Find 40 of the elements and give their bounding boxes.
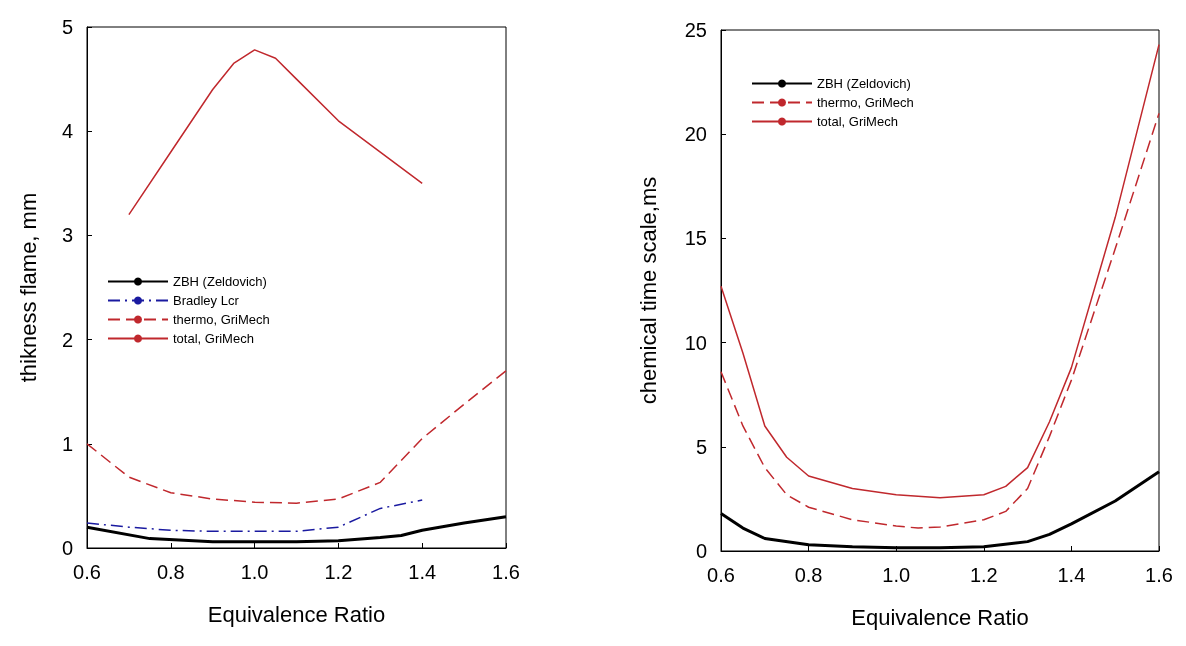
line-series — [720, 112, 1160, 529]
x-axis-title: Equivalence Ratio — [851, 604, 1029, 630]
x-tick-label: 1.2 — [969, 564, 998, 586]
line-series — [86, 370, 507, 504]
legend-label: ZBH (Zeldovich) — [173, 274, 267, 289]
y-tick-label: 5 — [61, 16, 73, 38]
legend-label: thermo, GriMech — [173, 312, 270, 327]
y-tick-label: 2 — [61, 328, 73, 351]
line-series — [128, 49, 423, 216]
y-tick-label: 0 — [61, 537, 73, 559]
x-axis-title: Equivalence Ratio — [207, 601, 386, 627]
x-tick-label: 1.0 — [882, 564, 911, 586]
y-tick-label: 20 — [684, 123, 707, 146]
x-tick-label: 0.6 — [707, 564, 735, 586]
x-tick-label: 1.0 — [240, 561, 269, 583]
legend-label: total, GriMech — [173, 331, 254, 346]
y-axis-title: chemical time scale,ms — [635, 176, 661, 405]
legend-label: total, GriMech — [817, 114, 898, 129]
y-axis-title: thikness flame, mm — [15, 192, 41, 383]
x-tick-label: 1.4 — [1057, 564, 1086, 586]
x-tick-label: 1.6 — [492, 561, 520, 583]
x-tick-label: 1.2 — [324, 561, 353, 583]
y-tick-label: 25 — [684, 19, 707, 41]
y-tick-label: 4 — [61, 120, 73, 143]
x-tick-label: 1.4 — [408, 561, 437, 583]
legend-label: thermo, GriMech — [817, 95, 914, 110]
x-tick-label: 1.6 — [1145, 564, 1173, 586]
legend-label: ZBH (Zeldovich) — [817, 76, 911, 91]
line-series — [720, 43, 1160, 499]
x-tick-label: 0.8 — [794, 564, 823, 586]
y-tick-label: 15 — [684, 227, 707, 250]
y-tick-label: 3 — [61, 224, 73, 247]
y-tick-label: 10 — [684, 331, 707, 354]
x-tick-label: 0.8 — [156, 561, 185, 583]
y-tick-label: 5 — [695, 435, 707, 458]
x-tick-label: 0.6 — [73, 561, 101, 583]
y-tick-label: 0 — [695, 540, 707, 562]
y-tick-label: 1 — [61, 432, 73, 455]
legend-label: Bradley Lcr — [173, 293, 240, 308]
line-series — [86, 499, 423, 533]
